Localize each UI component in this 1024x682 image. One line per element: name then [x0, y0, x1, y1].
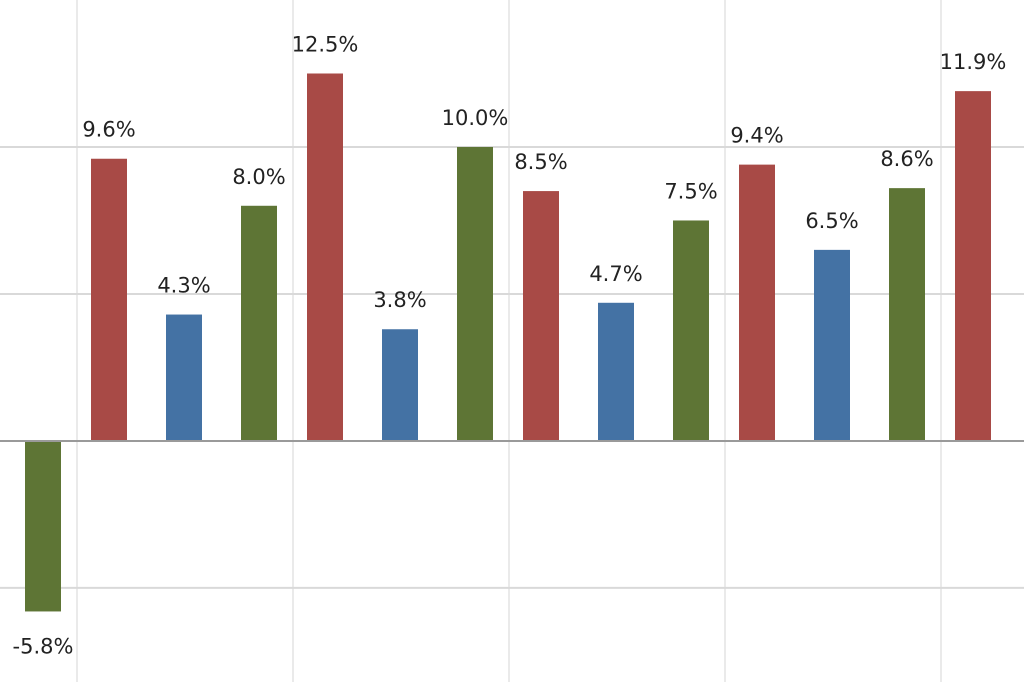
bar [955, 91, 991, 441]
data-label: 10.0% [442, 106, 509, 130]
bar [673, 220, 709, 441]
bar [166, 314, 202, 441]
data-label: 8.0% [232, 165, 285, 189]
bar [25, 440, 61, 612]
data-label: 9.4% [730, 124, 783, 148]
bar [307, 73, 343, 441]
bar [889, 188, 925, 441]
data-label: 4.3% [157, 274, 210, 298]
data-label: 7.5% [664, 179, 717, 203]
bar [739, 164, 775, 441]
bar [814, 249, 850, 441]
bar [91, 158, 127, 441]
data-label: 4.7% [589, 262, 642, 286]
data-label: 12.5% [292, 32, 359, 56]
data-label: -5.8% [13, 634, 74, 658]
data-label: 9.6% [82, 118, 135, 142]
vertical-grid [76, 0, 942, 682]
bar [241, 205, 277, 441]
bar [598, 302, 634, 441]
data-label: 8.6% [880, 147, 933, 171]
bar [382, 329, 418, 441]
data-label: 8.5% [514, 150, 567, 174]
data-label: 3.8% [373, 288, 426, 312]
bar [457, 146, 493, 441]
data-label: 6.5% [805, 209, 858, 233]
data-label: 11.9% [940, 50, 1007, 74]
bar [523, 191, 559, 441]
